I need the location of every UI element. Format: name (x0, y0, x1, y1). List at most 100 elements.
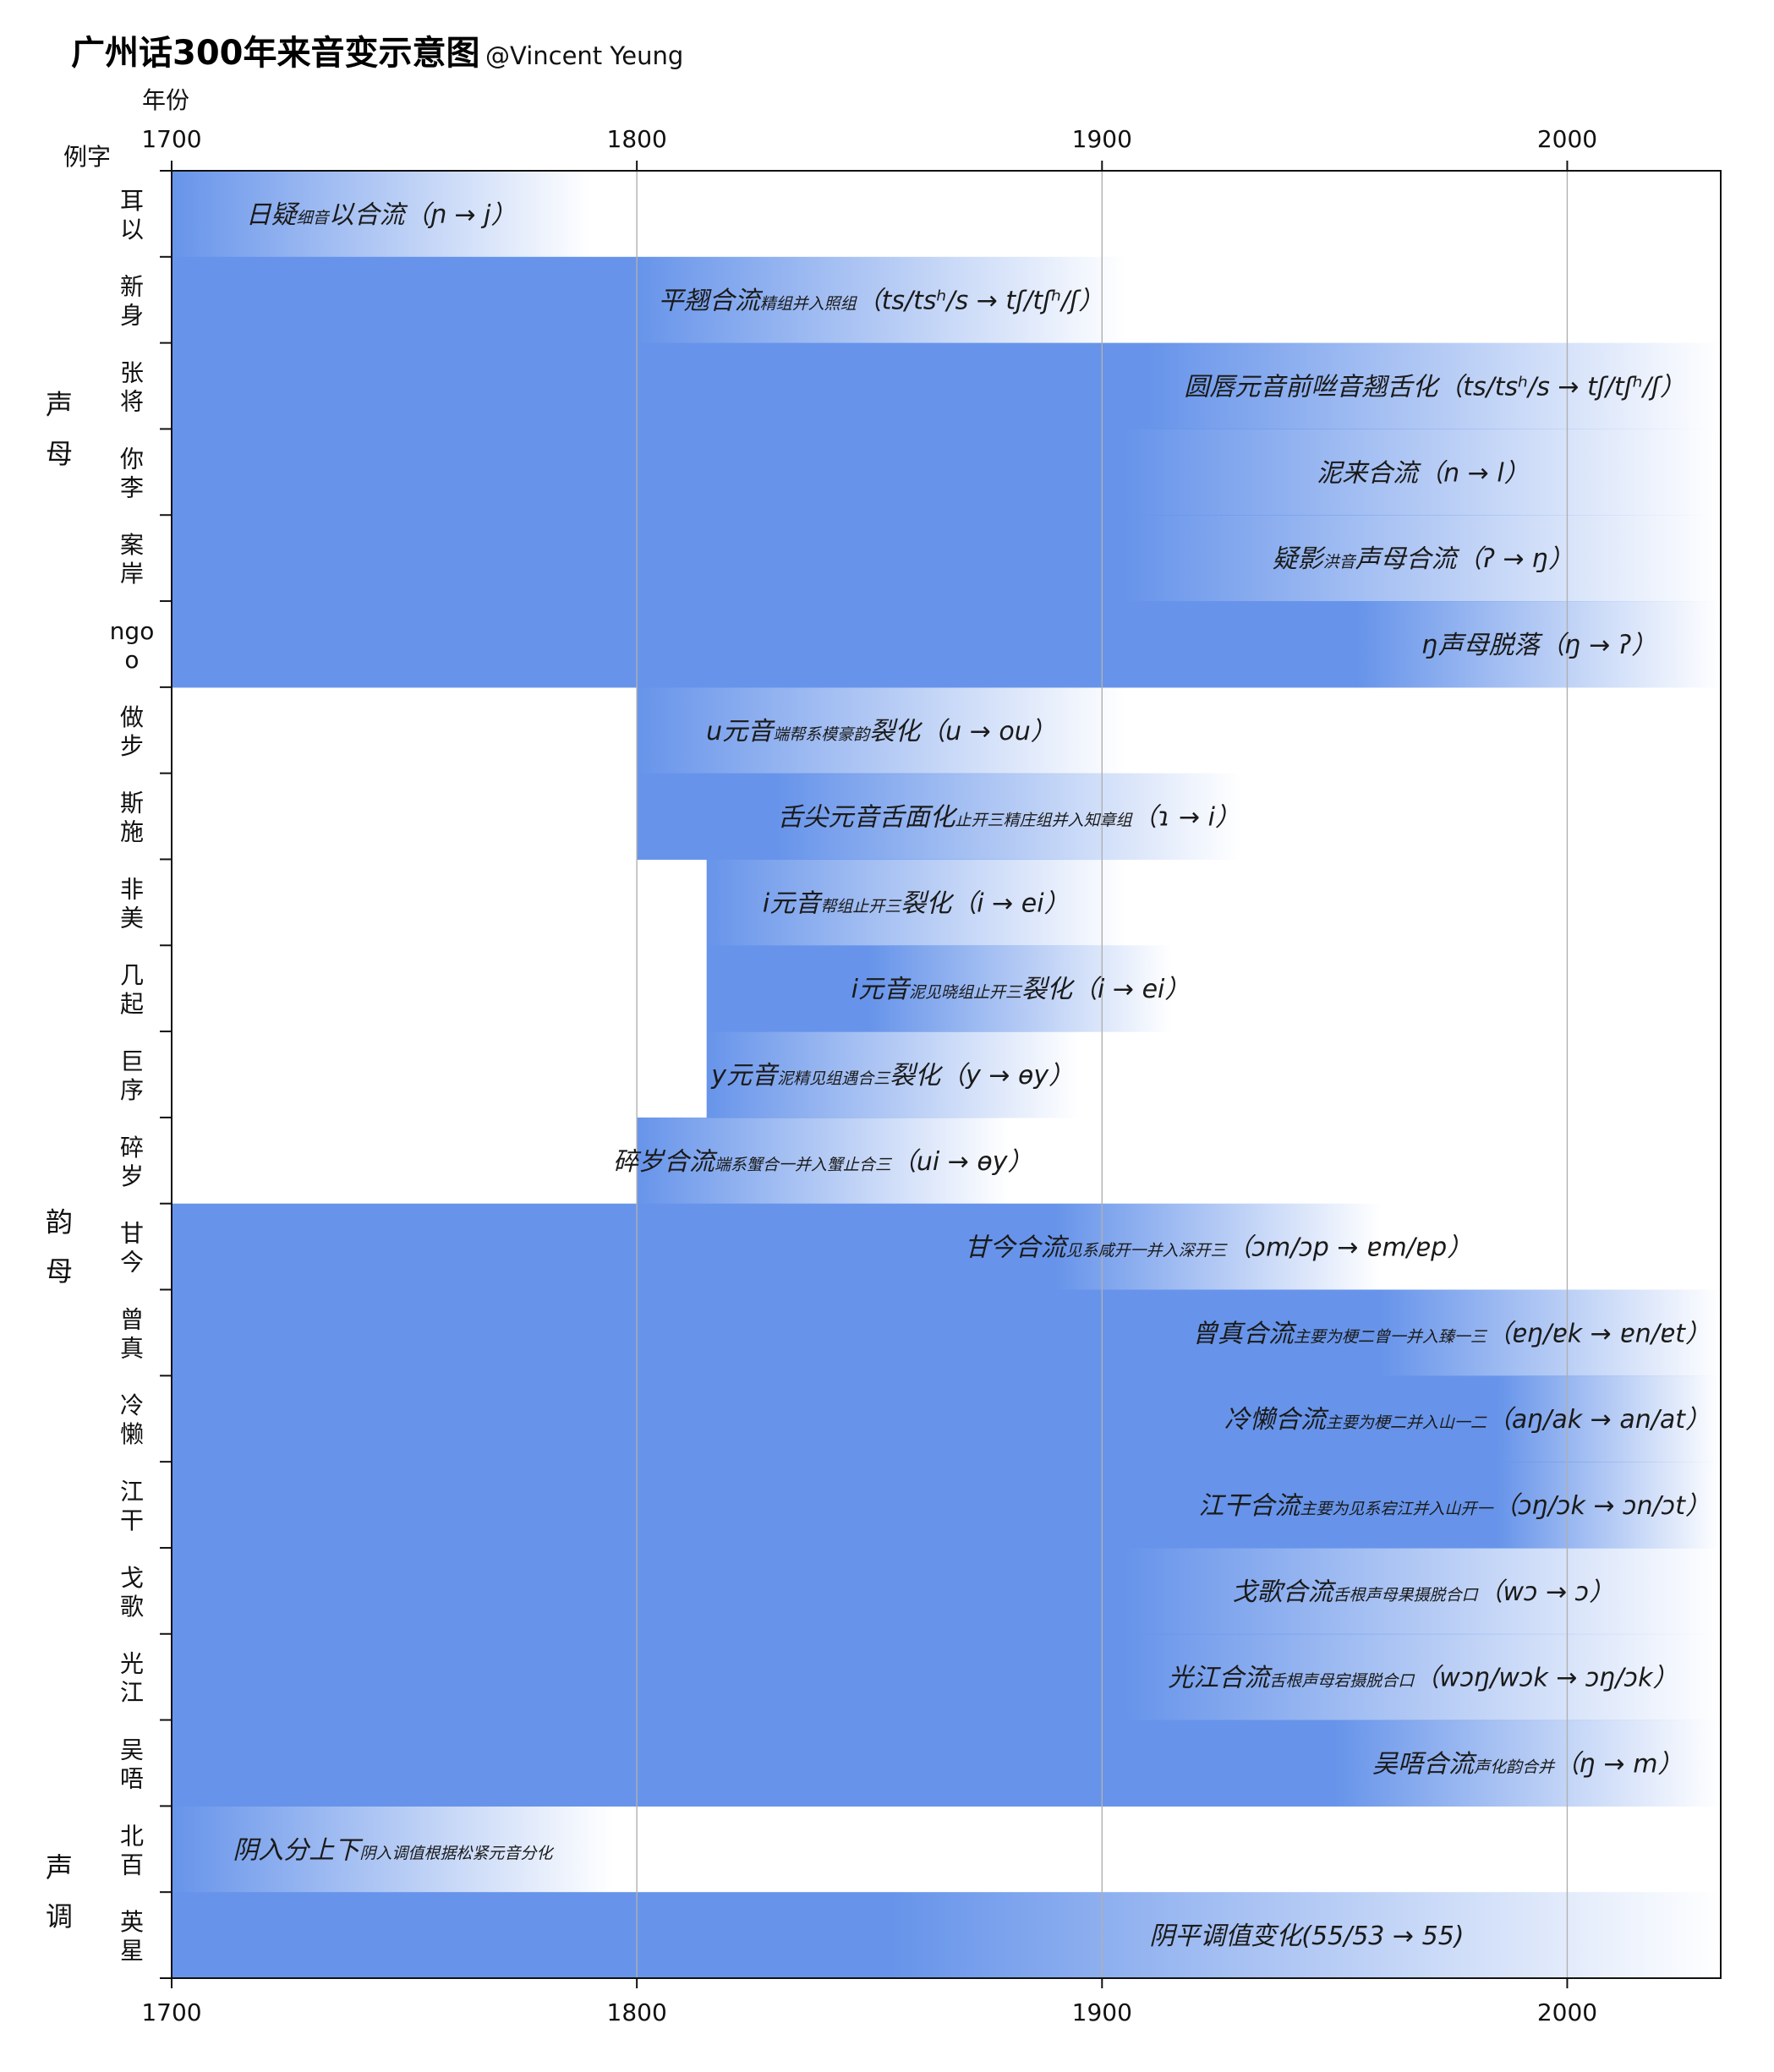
row-bar (637, 686, 1721, 774)
row-label: ŋ声母脱落（ŋ → ʔ） (1422, 631, 1657, 660)
chart-subtitle: @Vincent Yeung (485, 41, 683, 70)
plot-frame (171, 170, 1722, 1979)
row-example-top: 冷 (120, 1391, 144, 1419)
row-label: i元音泥见晓组止开三裂化（i → ei） (851, 975, 1191, 1004)
row-example-top: 非 (120, 875, 144, 903)
row-example-top: 吴 (120, 1736, 144, 1763)
row-example-bottom: 美 (120, 904, 144, 932)
row-bar (172, 1892, 1721, 1979)
row-example-top: 江 (120, 1478, 144, 1506)
row-bar (172, 1547, 1721, 1635)
row-example-top: 英 (120, 1908, 144, 1936)
row-example-bottom: 步 (120, 732, 144, 760)
x-tick-label-bottom: 1800 (607, 1998, 667, 2026)
row-example-bottom: 以 (120, 216, 144, 243)
row-bar (172, 1462, 1721, 1549)
row-example-bottom: 今 (120, 1249, 144, 1277)
row-example-bottom: 岸 (120, 560, 144, 588)
row-example-bottom: 身 (120, 302, 144, 330)
x-tick-label-top: 1800 (607, 125, 667, 153)
row-example-top: 曾 (120, 1305, 144, 1333)
row-example-top: 斯 (120, 790, 144, 817)
row-label: y元音泥精见组遇合三裂化（y → ɵy） (710, 1061, 1074, 1091)
row-example-top: ngo (110, 617, 155, 645)
row-bar (172, 429, 1721, 516)
row-example-bottom: o (124, 646, 139, 674)
row-example-bottom: 干 (120, 1506, 144, 1534)
row-label: 碎岁合流端系蟹合一并入蟹止合三（ui → ɵy） (613, 1147, 1033, 1177)
row-label: 日疑细音以合流（ɲ → j） (246, 200, 517, 230)
group-label: 声 (46, 388, 73, 420)
grid-layer (636, 171, 1569, 1978)
chart-title: 广州话300年来音变示意图 (71, 34, 480, 73)
row-label: 阴平调值变化(55/53 → 55) (1149, 1922, 1464, 1951)
labels-layer: 日疑细音以合流（ɲ → j） 平翘合流精组并入照组（ts/tsʰ/s → tʃ/t… (233, 200, 1711, 1951)
row-label: 光江合流舌根声母宕摄脱合口（wɔŋ/wɔk → ɔŋ/ɔk） (1168, 1664, 1678, 1693)
row-bar (172, 342, 1721, 430)
row-label: 江干合流主要为见系宕江并入山开一（ɔŋ/ɔk → ɔn/ɔt） (1198, 1491, 1711, 1521)
row-bar (706, 945, 1722, 1032)
row-bar (172, 1719, 1721, 1807)
row-label: 阴入分上下阴入调值根据松紧元音分化 (233, 1835, 554, 1865)
row-label: 冷懒合流主要为梗二并入山一二（aŋ/ak → an/at） (1224, 1405, 1711, 1435)
row-bar (172, 1633, 1721, 1721)
row-example-top: 巨 (120, 1047, 144, 1075)
row-bar (172, 171, 1721, 258)
row-example-bottom: 唔 (120, 1764, 144, 1792)
row-bar (172, 256, 1721, 344)
y-axis-label: 例字 (63, 143, 111, 171)
row-bar (172, 1203, 1721, 1291)
group-label: 声 (46, 1851, 73, 1883)
row-label: 泥来合流（n → l） (1317, 458, 1530, 488)
row-example-top: 碎 (120, 1134, 144, 1162)
row-bar (172, 601, 1721, 688)
row-example-bottom: 江 (120, 1679, 144, 1707)
row-bar (706, 1031, 1722, 1118)
row-bar (706, 859, 1722, 946)
row-example-top: 光 (120, 1650, 144, 1678)
row-example-top: 耳 (120, 187, 144, 215)
group-label: 调 (46, 1900, 73, 1933)
row-label: 甘今合流见系咸开一并入深开三（ɔm/ɔp → ɐm/ɐp） (964, 1233, 1472, 1263)
x-tick-label-top: 1900 (1072, 125, 1132, 153)
row-example-top: 几 (120, 961, 144, 989)
row-example-top: 新 (120, 273, 144, 301)
row-label: 舌尖元音舌面化止开三精庄组并入知章组（ɿ → i） (778, 803, 1240, 833)
row-example-bottom: 真 (120, 1334, 144, 1362)
row-example-bottom: 歌 (120, 1593, 144, 1621)
row-label: 圆唇元音前咝音翘舌化（ts/tsʰ/s → tʃ/tʃʰ/ʃ） (1184, 373, 1685, 402)
x-tick-label-bottom: 1900 (1072, 1998, 1132, 2026)
row-example-bottom: 懒 (120, 1420, 144, 1448)
row-example-top: 案 (120, 531, 144, 559)
row-bar (637, 773, 1721, 861)
x-tick-label-top: 1700 (141, 125, 201, 153)
row-example-bottom: 将 (120, 388, 144, 416)
x-axis-label: 年份 (142, 86, 189, 114)
group-label: 母 (46, 1255, 73, 1287)
row-label: 疑影洪音声母合流（ʔ → ŋ） (1273, 544, 1574, 574)
row-example-top: 做 (120, 703, 144, 731)
row-label: 曾真合流主要为梗二曾一并入臻一三（ɐŋ/ɐk → ɐn/ɐt） (1192, 1319, 1711, 1348)
row-label: 平翘合流精组并入照组（ts/tsʰ/s → tʃ/tʃʰ/ʃ） (659, 287, 1104, 316)
row-example-top: 你 (120, 445, 144, 473)
row-bar (172, 1806, 1721, 1893)
row-bar (637, 1117, 1721, 1205)
row-example-bottom: 序 (120, 1076, 144, 1104)
row-example-bottom: 起 (120, 990, 144, 1018)
row-example-top: 北 (120, 1822, 144, 1850)
row-bar (172, 515, 1721, 602)
row-label: u元音端帮系模豪韵裂化（u → ou） (706, 717, 1056, 746)
bars-layer (172, 171, 1722, 1979)
row-example-bottom: 百 (120, 1851, 144, 1878)
row-label: 戈歌合流舌根声母果摄脱合口（wɔ → ɔ） (1232, 1577, 1615, 1607)
row-example-bottom: 施 (120, 818, 144, 846)
x-tick-label-top: 2000 (1537, 125, 1597, 153)
row-example-top: 戈 (120, 1564, 144, 1592)
row-example-bottom: 岁 (120, 1162, 144, 1190)
axes-layer: 耳以新身张将你李案岸ngoo做步斯施非美几起巨序碎岁甘今曾真冷懒江干戈歌光江吴唔… (46, 125, 1722, 2026)
x-tick-label-bottom: 2000 (1537, 1998, 1597, 2026)
row-label: 吴唔合流声化韵合并（ŋ → m） (1372, 1749, 1683, 1779)
row-bar (172, 1375, 1721, 1462)
row-label: i元音帮组止开三裂化（i → ei） (763, 888, 1070, 918)
